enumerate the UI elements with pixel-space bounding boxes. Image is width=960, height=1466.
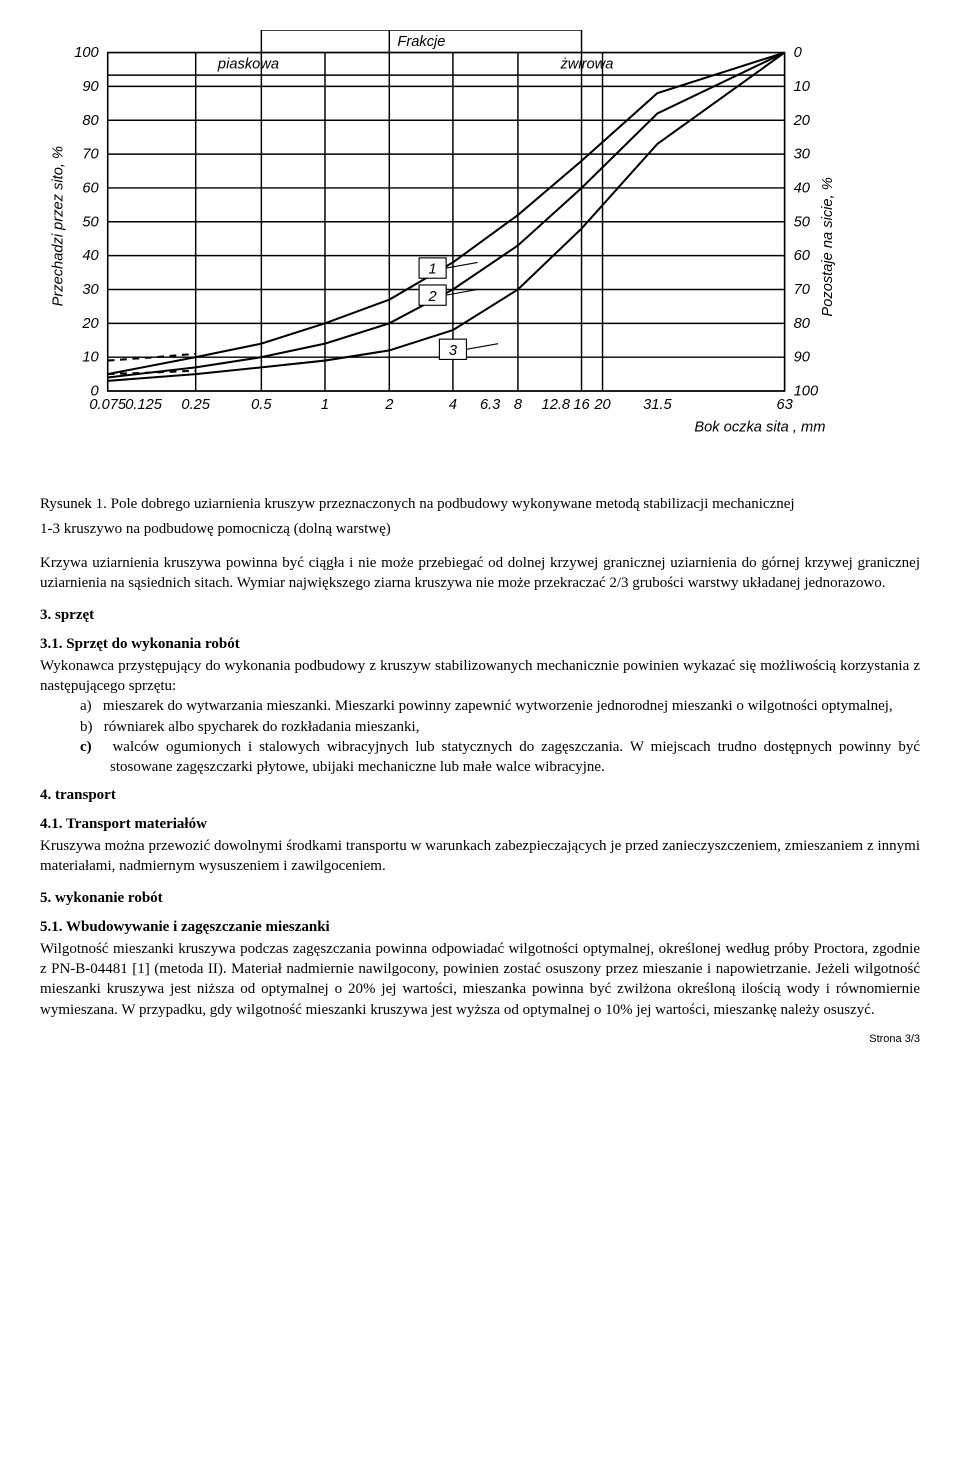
list-item-c: c) walców ogumionych i stalowych wibracy… xyxy=(40,737,920,778)
svg-text:50: 50 xyxy=(794,214,811,230)
curve-paragraph: Krzywa uziarnienia kruszywa powinna być … xyxy=(40,553,920,594)
svg-text:10: 10 xyxy=(82,350,99,366)
svg-text:0.5: 0.5 xyxy=(251,397,272,413)
list-text-b: równiarek albo spycharek do rozkładania … xyxy=(104,719,420,735)
section-5-title: 5. wykonanie robót xyxy=(40,888,920,908)
svg-text:63: 63 xyxy=(776,397,793,413)
svg-text:0.075: 0.075 xyxy=(89,397,127,413)
grading-chart-svg: Frakcje 0 100 10 90 20 80 30 70 40 60 50 50 60 40 70 30 8… xyxy=(40,30,920,470)
section-3-1-body: Wykonawca przystępujący do wykonania pod… xyxy=(40,656,920,697)
svg-text:Pozostaje na sicie, %: Pozostaje na sicie, % xyxy=(820,177,836,316)
svg-text:30: 30 xyxy=(794,147,811,163)
figure-caption: Rysunek 1. Pole dobrego uziarnienia krus… xyxy=(40,494,920,514)
svg-text:Frakcje: Frakcje xyxy=(397,34,445,50)
svg-text:80: 80 xyxy=(794,316,811,332)
section-4-1-body: Kruszywa można przewozić dowolnymi środk… xyxy=(40,836,920,877)
svg-text:40: 40 xyxy=(82,248,99,264)
svg-text:60: 60 xyxy=(794,248,811,264)
section-4-title: 4. transport xyxy=(40,785,920,805)
svg-text:70: 70 xyxy=(82,147,99,163)
svg-text:70: 70 xyxy=(794,282,811,298)
svg-text:20: 20 xyxy=(793,113,811,129)
svg-text:90: 90 xyxy=(82,79,99,95)
list-text-c: walców ogumionych i stalowych wibracyjny… xyxy=(110,739,920,775)
svg-text:1: 1 xyxy=(429,262,437,278)
svg-text:16: 16 xyxy=(573,397,590,413)
svg-text:2: 2 xyxy=(384,397,393,413)
svg-text:50: 50 xyxy=(82,214,99,230)
svg-text:3: 3 xyxy=(449,343,458,359)
section-3-title: 3. sprzęt xyxy=(40,605,920,625)
grading-chart: Frakcje 0 100 10 90 20 80 30 70 40 60 50 50 60 40 70 30 8… xyxy=(40,30,920,476)
page-footer: Strona 3/3 xyxy=(40,1032,920,1047)
figure-caption-text: Rysunek 1. Pole dobrego uziarnienia krus… xyxy=(40,496,795,512)
svg-text:30: 30 xyxy=(82,282,99,298)
section-5-1-body: Wilgotność mieszanki kruszywa podczas za… xyxy=(40,939,920,1020)
svg-text:4: 4 xyxy=(449,397,457,413)
svg-text:20: 20 xyxy=(593,397,611,413)
svg-text:80: 80 xyxy=(82,113,99,129)
svg-text:100: 100 xyxy=(794,384,819,400)
svg-text:8: 8 xyxy=(514,397,523,413)
svg-text:0.125: 0.125 xyxy=(125,397,163,413)
list-marker-b: b) xyxy=(80,719,93,735)
svg-text:piaskowa: piaskowa xyxy=(217,56,279,72)
section-5-1-title: 5.1. Wbudowywanie i zagęszczanie mieszan… xyxy=(40,917,920,937)
svg-text:40: 40 xyxy=(794,180,811,196)
section-3-1-title: 3.1. Sprzęt do wykonania robót xyxy=(40,634,920,654)
list-text-a: mieszarek do wytwarzania mieszanki. Mies… xyxy=(103,698,893,714)
svg-text:0.25: 0.25 xyxy=(181,397,210,413)
svg-text:31.5: 31.5 xyxy=(643,397,672,413)
svg-text:żwirowa: żwirowa xyxy=(559,56,613,72)
list-item-a: a) mieszarek do wytwarzania mieszanki. M… xyxy=(40,696,920,716)
svg-text:90: 90 xyxy=(794,350,811,366)
list-marker-a: a) xyxy=(80,698,92,714)
svg-text:20: 20 xyxy=(81,316,99,332)
svg-text:0: 0 xyxy=(794,45,803,61)
svg-text:1: 1 xyxy=(321,397,329,413)
list-marker-c: c) xyxy=(80,739,92,755)
svg-text:2: 2 xyxy=(428,289,437,305)
svg-text:Bok oczka sita , mm: Bok oczka sita , mm xyxy=(694,420,825,436)
legend-line: 1-3 kruszywo na podbudowę pomocniczą (do… xyxy=(40,519,920,539)
list-item-b: b) równiarek albo spycharek do rozkładan… xyxy=(40,717,920,737)
svg-text:6.3: 6.3 xyxy=(480,397,501,413)
svg-text:100: 100 xyxy=(74,45,99,61)
svg-text:12.8: 12.8 xyxy=(542,397,571,413)
svg-text:10: 10 xyxy=(794,79,811,95)
svg-text:Przechadzi przez sito, %: Przechadzi przez sito, % xyxy=(51,146,67,306)
svg-text:60: 60 xyxy=(82,180,99,196)
section-4-1-title: 4.1. Transport materiałów xyxy=(40,814,920,834)
